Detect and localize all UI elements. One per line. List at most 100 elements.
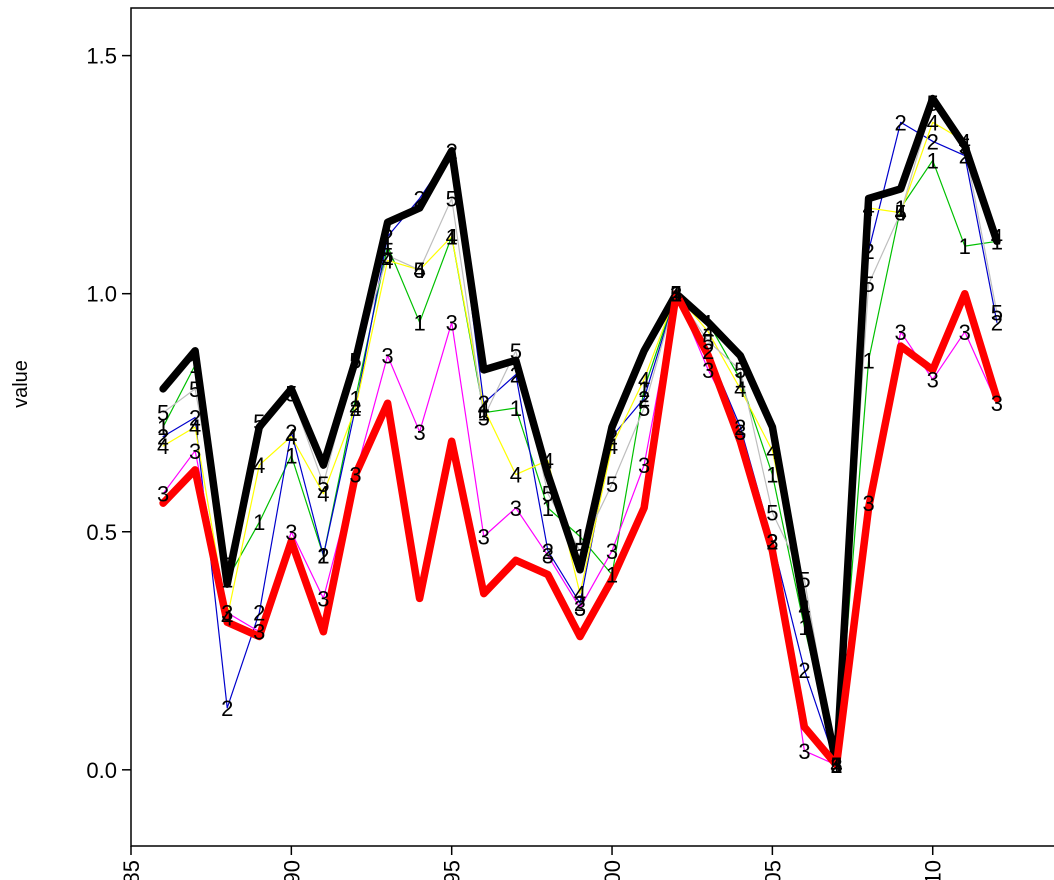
point-label: 3 xyxy=(798,739,810,764)
series-line-summary-6 xyxy=(159,289,1001,769)
point-label: 4 xyxy=(189,415,201,440)
point-label: 3 xyxy=(189,439,201,464)
point-label: 2 xyxy=(862,239,874,264)
point-label: 2 xyxy=(510,363,522,388)
point-label: 3 xyxy=(638,453,650,478)
point-label: 4 xyxy=(830,753,842,778)
point-label: 5 xyxy=(991,301,1003,326)
point-label: 4 xyxy=(285,425,297,450)
point-label: 2 xyxy=(927,129,939,154)
point-label: 2 xyxy=(542,539,554,564)
point-label: 2 xyxy=(157,425,169,450)
point-label: 3 xyxy=(381,344,393,369)
point-label: 4 xyxy=(574,582,586,607)
point-label: 1 xyxy=(542,496,554,521)
point-label: 3 xyxy=(221,601,233,626)
point-label: 5 xyxy=(927,91,939,116)
point-label: 4 xyxy=(413,258,425,283)
point-label: 4 xyxy=(638,367,650,392)
point-label: 1 xyxy=(157,415,169,440)
point-label: 1 xyxy=(221,567,233,592)
point-label: 5 xyxy=(830,753,842,778)
point-label: 3 xyxy=(446,310,458,335)
point-label: 4 xyxy=(734,377,746,402)
point-label: 5 xyxy=(253,410,265,435)
point-label: 1 xyxy=(830,753,842,778)
point-label: 1 xyxy=(478,401,490,426)
point-label: 2 xyxy=(317,544,329,569)
point-label: 1 xyxy=(991,229,1003,254)
point-label: 4 xyxy=(766,439,778,464)
point-label: 5 xyxy=(189,377,201,402)
point-label: 1 xyxy=(734,367,746,392)
point-label: 5 xyxy=(542,482,554,507)
series-layer xyxy=(159,94,1001,769)
point-label: 3 xyxy=(895,320,907,345)
y-axis-label: value xyxy=(10,360,32,408)
x-tick-label: 1995 xyxy=(440,860,465,880)
point-label: 4 xyxy=(959,129,971,154)
point-label: 3 xyxy=(606,539,618,564)
point-label: 5 xyxy=(413,258,425,283)
point-label: 1 xyxy=(798,615,810,640)
point-label: 2 xyxy=(285,420,297,445)
point-label: 5 xyxy=(510,339,522,364)
point-label: 4 xyxy=(510,463,522,488)
point-label: 2 xyxy=(734,415,746,440)
point-label: 2 xyxy=(189,405,201,430)
point-label: 2 xyxy=(221,696,233,721)
point-label: 5 xyxy=(959,134,971,159)
point-label: 5 xyxy=(766,501,778,526)
point-label: 2 xyxy=(574,591,586,616)
point-label: 4 xyxy=(446,225,458,250)
point-label: 1 xyxy=(253,510,265,535)
point-label: 1 xyxy=(670,282,682,307)
point-label: 5 xyxy=(349,348,361,373)
point-label: 1 xyxy=(895,196,907,221)
point-label: 5 xyxy=(606,472,618,497)
y-tick-label: 0.0 xyxy=(86,758,117,783)
y-tick-label: 0.5 xyxy=(86,520,117,545)
point-label: 2 xyxy=(702,339,714,364)
point-label: 4 xyxy=(927,110,939,135)
series-line-1 xyxy=(162,159,998,766)
point-label: 4 xyxy=(253,453,265,478)
point-label: 3 xyxy=(959,320,971,345)
point-label: 3 xyxy=(702,358,714,383)
point-label: 2 xyxy=(830,753,842,778)
series-line-summary-5 xyxy=(159,94,1001,769)
point-label: 5 xyxy=(574,539,586,564)
point-label: 4 xyxy=(862,196,874,221)
point-label: 5 xyxy=(478,405,490,430)
point-label: 4 xyxy=(702,320,714,345)
x-tick-label: 2010 xyxy=(921,860,946,880)
point-label: 2 xyxy=(446,139,458,164)
point-label: 5 xyxy=(285,382,297,407)
point-label: 3 xyxy=(349,463,361,488)
point-label: 1 xyxy=(413,310,425,335)
point-label: 5 xyxy=(895,201,907,226)
point-label: 3 xyxy=(478,525,490,550)
point-label: 5 xyxy=(381,244,393,269)
point-label: 2 xyxy=(670,282,682,307)
point-label: 4 xyxy=(606,434,618,459)
point-label: 2 xyxy=(766,529,778,554)
x-tick-label: 1985 xyxy=(119,860,144,880)
x-axis-ticks: 1985 1990 1995 2000 2005 2010 xyxy=(119,846,946,880)
point-label: 1 xyxy=(702,310,714,335)
point-label: 2 xyxy=(381,225,393,250)
point-label: 3 xyxy=(542,544,554,569)
x-tick-label: 1990 xyxy=(279,860,304,880)
point-label: 3 xyxy=(734,420,746,445)
point-label: 4 xyxy=(991,225,1003,250)
point-label: 3 xyxy=(285,520,297,545)
y-tick-label: 1.0 xyxy=(86,282,117,307)
point-label: 5 xyxy=(221,553,233,578)
point-label: 3 xyxy=(157,482,169,507)
point-label: 5 xyxy=(317,472,329,497)
point-label: 3 xyxy=(574,596,586,621)
point-label: 1 xyxy=(285,444,297,469)
y-axis-ticks: 0.0 0.5 1.0 1.5 xyxy=(86,44,131,783)
